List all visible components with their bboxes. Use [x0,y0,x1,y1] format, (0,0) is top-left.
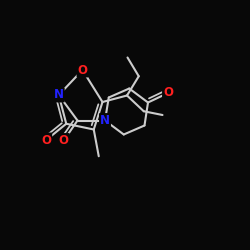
Text: O: O [78,64,88,76]
Text: N: N [100,114,110,127]
Text: O: O [163,86,173,100]
Text: N: N [54,88,64,102]
Text: O: O [41,134,51,146]
Text: O: O [59,134,69,147]
